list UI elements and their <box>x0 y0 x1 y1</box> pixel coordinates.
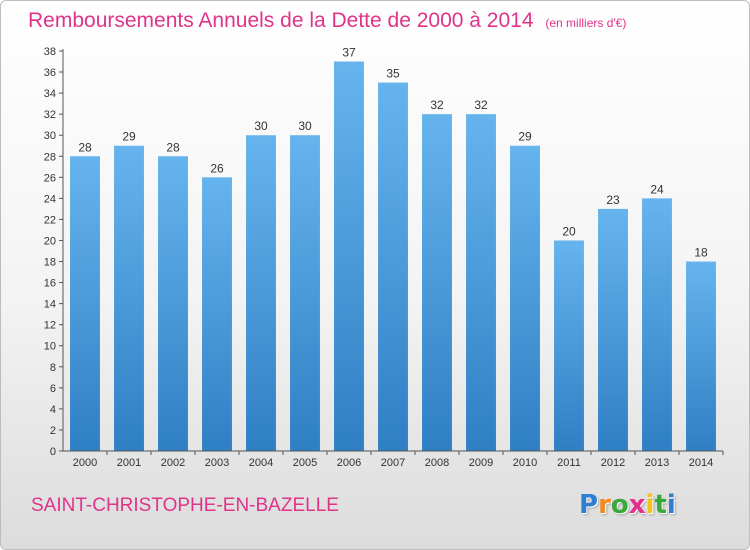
y-tick-label: 22 <box>44 214 56 226</box>
chart-title-text: Remboursements Annuels de la Dette de 20… <box>28 9 534 32</box>
data-label-2002: 28 <box>166 140 180 154</box>
logo-letter: o <box>610 490 629 520</box>
y-tick-label: 10 <box>44 341 56 353</box>
data-label-2011: 20 <box>562 224 576 238</box>
y-tick-label: 34 <box>44 88 56 100</box>
x-tick-label-2002: 2002 <box>161 457 185 469</box>
proxiti-logo: Proxiti <box>579 490 676 520</box>
y-tick-label: 12 <box>44 320 56 332</box>
bar-2001 <box>114 145 144 451</box>
data-label-2009: 32 <box>474 98 488 112</box>
data-label-2007: 35 <box>386 67 400 81</box>
y-tick-label: 26 <box>44 172 56 184</box>
logo-letter: t <box>654 490 667 520</box>
bar-2012 <box>598 208 628 451</box>
y-tick-label: 38 <box>44 46 56 58</box>
bar-2002 <box>158 156 188 451</box>
logo-letter: x <box>628 490 646 520</box>
bar-2011 <box>554 240 584 451</box>
x-tick-label-2005: 2005 <box>293 457 317 469</box>
data-label-2006: 37 <box>342 46 356 60</box>
data-label-2005: 30 <box>298 119 312 133</box>
y-tick-label: 4 <box>50 404 56 416</box>
data-label-2003: 26 <box>210 161 224 175</box>
x-tick-label-2004: 2004 <box>249 457 273 469</box>
chart-title: Remboursements Annuels de la Dette de 20… <box>28 9 626 33</box>
bar-2000 <box>70 156 100 451</box>
bar-2008 <box>422 114 452 451</box>
logo-letter: i <box>645 490 655 520</box>
data-label-2008: 32 <box>430 98 444 112</box>
data-label-2012: 23 <box>606 193 620 207</box>
logo-letter: P <box>579 490 599 520</box>
x-tick-label-2000: 2000 <box>73 457 97 469</box>
y-tick-label: 36 <box>44 67 56 79</box>
bar-2013 <box>642 198 672 451</box>
bar-2003 <box>202 177 232 451</box>
x-tick-label-2010: 2010 <box>513 457 537 469</box>
y-tick-label: 16 <box>44 278 56 290</box>
y-tick-label: 0 <box>50 446 56 458</box>
data-label-2004: 30 <box>254 119 268 133</box>
bar-2010 <box>510 145 540 451</box>
logo-letter: r <box>598 490 611 520</box>
y-tick-label: 2 <box>50 425 56 437</box>
bar-2007 <box>378 82 408 451</box>
chart-subtitle: (en milliers d'€) <box>545 16 627 30</box>
x-tick-label-2007: 2007 <box>381 457 405 469</box>
bar-2006 <box>334 61 364 452</box>
y-tick-label: 8 <box>50 362 56 374</box>
x-tick-label-2001: 2001 <box>117 457 141 469</box>
x-tick-label-2006: 2006 <box>337 457 361 469</box>
data-label-2000: 28 <box>78 140 92 154</box>
y-tick-label: 18 <box>44 257 56 269</box>
x-tick-label-2003: 2003 <box>205 457 229 469</box>
bar-2004 <box>246 135 276 452</box>
y-tick-label: 24 <box>44 193 56 205</box>
logo-letter: i <box>666 490 676 520</box>
y-tick-label: 20 <box>44 235 56 247</box>
bar-2005 <box>290 135 320 452</box>
y-tick-label: 30 <box>44 130 56 142</box>
x-tick-label-2008: 2008 <box>425 457 449 469</box>
bar-2014 <box>686 261 716 451</box>
data-label-2014: 18 <box>694 246 708 260</box>
y-tick-label: 32 <box>44 109 56 121</box>
x-tick-label-2012: 2012 <box>601 457 625 469</box>
data-label-2013: 24 <box>650 182 664 196</box>
y-tick-label: 6 <box>50 383 56 395</box>
y-tick-label: 14 <box>44 299 56 311</box>
x-tick-label-2013: 2013 <box>645 457 669 469</box>
town-name: SAINT-CHRISTOPHE-EN-BAZELLE <box>31 495 339 516</box>
y-tick-label: 28 <box>44 151 56 163</box>
x-tick-label-2014: 2014 <box>689 457 713 469</box>
data-label-2010: 29 <box>518 130 532 144</box>
x-tick-label-2009: 2009 <box>469 457 493 469</box>
data-label-2001: 29 <box>122 130 136 144</box>
bar-2009 <box>466 114 496 451</box>
x-tick-label-2011: 2011 <box>557 457 581 469</box>
